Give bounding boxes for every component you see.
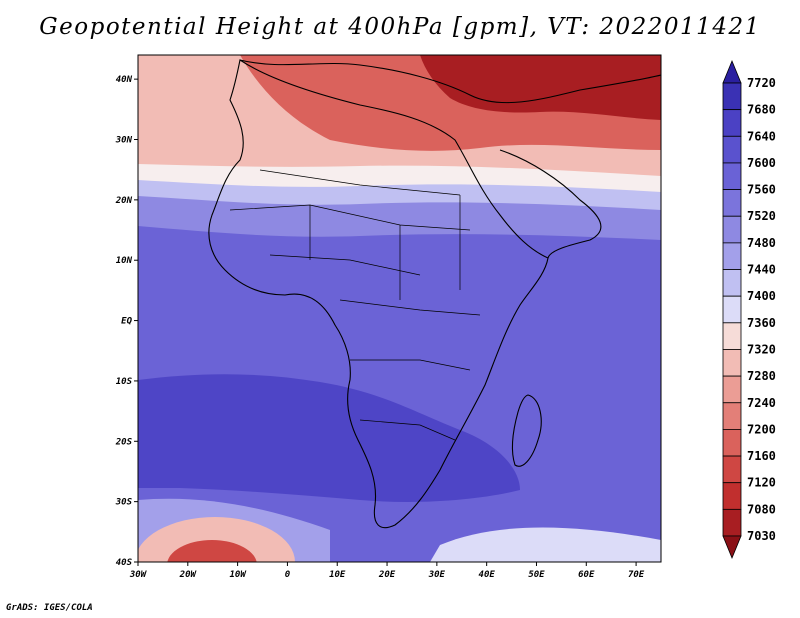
colorbar-segment: [722, 295, 742, 324]
lat-tick-label: 20N: [115, 196, 133, 206]
colorbar-level-label: 7400: [747, 289, 776, 303]
colorbar-level-label: 7030: [747, 529, 776, 543]
lat-tick-label: 20S: [115, 437, 133, 447]
lon-tick-label: 60E: [578, 570, 595, 580]
lon-tick-label: 10E: [329, 570, 346, 580]
credit-text: GrADS: IGES/COLA: [6, 603, 93, 613]
colorbar-level-label: 7600: [747, 156, 776, 170]
lon-tick-label: 40E: [479, 570, 496, 580]
field-southern-pale: [430, 527, 661, 562]
colorbar-level-label: 7560: [747, 183, 776, 197]
lat-tick-label: 40N: [116, 75, 133, 85]
colorbar-segment: [722, 349, 742, 377]
colorbar-level-label: 7360: [747, 316, 776, 330]
plot-frame: [137, 54, 662, 563]
colorbar-segment: [722, 162, 742, 190]
country-borders: [229, 169, 481, 441]
arabia-coastline: [499, 149, 602, 259]
colorbar-level-label: 7080: [747, 502, 776, 516]
lat-tick-label: 30S: [115, 498, 133, 508]
lat-tick-label: 10S: [116, 377, 133, 387]
lon-tick-label: 10W: [229, 570, 247, 580]
geopotential-field: [138, 55, 661, 562]
colorbar-segment: [722, 455, 742, 484]
lon-tick-label: 20E: [378, 570, 396, 580]
lat-tick-label: 10N: [116, 256, 133, 266]
colorbar-level-label: 7720: [747, 76, 776, 90]
colorbar-bottom-arrow: [722, 535, 742, 560]
colorbar-segment: [722, 135, 742, 164]
colorbar-level-label: 7240: [747, 396, 776, 410]
colorbar-level-label: 7680: [747, 103, 776, 117]
map-title: Geopotential Height at 400hPa [gpm], VT:…: [39, 14, 761, 40]
lat-tick-label: 40S: [116, 558, 133, 568]
colorbar-segment: [722, 242, 742, 270]
colorbar-level-label: 7440: [747, 263, 776, 277]
colorbar-level-label: 7320: [747, 342, 776, 356]
colorbar: 7720 7680 7640 7600 7560 7520 7480 7440 7400 7360…: [722, 59, 776, 560]
colorbar-segment: [722, 215, 742, 244]
latitude-axis: 40N 30N 20N 10N EQ 10S 20S 30S 40S: [115, 75, 138, 568]
colorbar-segment: [722, 375, 742, 404]
lon-tick-label: 30E: [428, 570, 446, 580]
colorbar-level-label: 7280: [747, 369, 776, 383]
colorbar-level-label: 7120: [747, 476, 776, 490]
colorbar-level-label: 7480: [747, 236, 776, 250]
lat-tick-label: EQ: [121, 317, 132, 327]
field-deep-blue-band: [138, 374, 520, 502]
colorbar-segment: [722, 109, 742, 137]
colorbar-segment: [722, 508, 742, 537]
lat-tick-label: 30N: [115, 136, 133, 146]
lon-tick-label: 20W: [179, 570, 198, 580]
colorbar-segment: [722, 322, 742, 350]
lon-tick-label: 0: [285, 570, 291, 580]
colorbar-level-label: 7160: [747, 449, 776, 463]
colorbar-segment: [722, 269, 742, 297]
africa-coastline: [208, 59, 549, 529]
europe-coastline: [239, 59, 661, 104]
madagascar-coastline: [511, 394, 542, 467]
lon-tick-label: 70E: [628, 570, 645, 580]
colorbar-segment: [722, 82, 742, 111]
colorbar-level-label: 7520: [747, 209, 776, 223]
colorbar-segment: [722, 429, 742, 457]
colorbar-top-arrow: [722, 59, 742, 84]
colorbar-level-label: 7640: [747, 129, 776, 143]
lon-tick-label: 30W: [129, 570, 148, 580]
coastlines: [208, 59, 661, 529]
border-lines: [229, 169, 481, 441]
colorbar-segment: [722, 189, 742, 217]
colorbar-level-label: 7200: [747, 422, 776, 436]
field-southern-red-core: [167, 540, 257, 562]
lon-tick-label: 50E: [528, 570, 545, 580]
colorbar-segment: [722, 482, 742, 510]
colorbar-segment: [722, 402, 742, 430]
longitude-axis: 30W 20W 10W 0 10E 20E 30E 40E 50E 60E 70E: [129, 562, 645, 580]
field-dark-red-core: [420, 55, 661, 120]
